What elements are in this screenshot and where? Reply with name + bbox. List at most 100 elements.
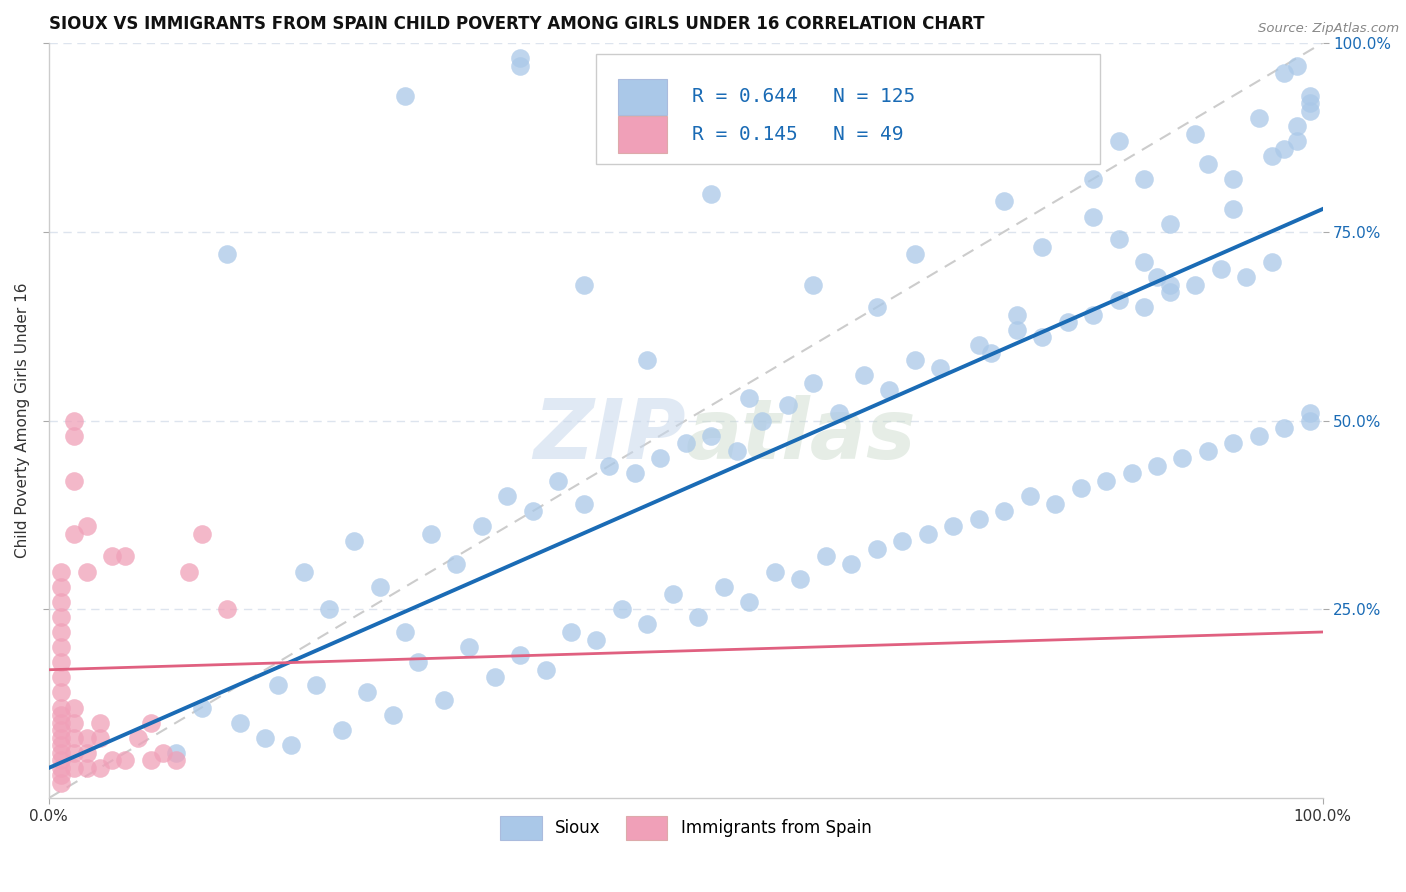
Point xyxy=(585,632,607,647)
Point xyxy=(917,526,939,541)
Point xyxy=(89,731,111,745)
Point xyxy=(1108,134,1130,148)
Point xyxy=(560,625,582,640)
Point xyxy=(1159,277,1181,292)
Point xyxy=(63,526,86,541)
Point xyxy=(356,685,378,699)
Point xyxy=(675,436,697,450)
Point xyxy=(484,670,506,684)
Point xyxy=(63,428,86,442)
Point xyxy=(76,519,98,533)
Point xyxy=(789,572,811,586)
Point xyxy=(217,602,239,616)
Point xyxy=(866,300,889,314)
Point xyxy=(713,580,735,594)
Text: Source: ZipAtlas.com: Source: ZipAtlas.com xyxy=(1258,22,1399,36)
Point xyxy=(177,565,200,579)
Point xyxy=(1299,406,1322,420)
Point xyxy=(63,474,86,488)
Point xyxy=(1247,112,1270,126)
Text: atlas: atlas xyxy=(686,395,917,476)
Point xyxy=(76,731,98,745)
Point xyxy=(738,391,761,405)
Point xyxy=(458,640,481,654)
Point xyxy=(51,700,73,714)
Point xyxy=(1108,293,1130,307)
Point xyxy=(776,398,799,412)
Point xyxy=(1286,58,1309,72)
Point xyxy=(280,739,302,753)
Point xyxy=(1299,88,1322,103)
Point xyxy=(751,413,773,427)
Point xyxy=(63,761,86,775)
Point xyxy=(394,625,416,640)
Point xyxy=(1184,277,1206,292)
Text: R = 0.145   N = 49: R = 0.145 N = 49 xyxy=(692,125,904,144)
Point xyxy=(1005,323,1028,337)
Point xyxy=(51,565,73,579)
Point xyxy=(700,428,723,442)
Point xyxy=(305,678,328,692)
Point xyxy=(1095,474,1118,488)
Point xyxy=(76,761,98,775)
Point xyxy=(318,602,340,616)
Point xyxy=(636,353,658,368)
Point xyxy=(63,700,86,714)
Point xyxy=(471,519,494,533)
Point xyxy=(853,368,876,383)
Point xyxy=(827,406,849,420)
Point xyxy=(51,580,73,594)
Point xyxy=(51,625,73,640)
Point xyxy=(904,353,927,368)
Point xyxy=(165,746,187,760)
Point xyxy=(1133,255,1156,269)
Point xyxy=(814,549,837,564)
Point xyxy=(1272,66,1295,80)
Point xyxy=(406,655,429,669)
Point xyxy=(51,655,73,669)
Point xyxy=(114,549,136,564)
Point xyxy=(598,458,620,473)
Point xyxy=(1272,421,1295,435)
Point xyxy=(127,731,149,745)
Point xyxy=(114,753,136,767)
Point xyxy=(891,534,914,549)
Point xyxy=(1299,413,1322,427)
Point xyxy=(381,708,404,723)
Point xyxy=(1133,300,1156,314)
Point xyxy=(1171,451,1194,466)
Point xyxy=(76,565,98,579)
Point xyxy=(534,663,557,677)
Point xyxy=(801,376,824,390)
Point xyxy=(610,602,633,616)
Legend: Sioux, Immigrants from Spain: Sioux, Immigrants from Spain xyxy=(494,810,877,847)
Point xyxy=(165,753,187,767)
Point xyxy=(51,746,73,760)
Point xyxy=(763,565,786,579)
Point xyxy=(1299,103,1322,118)
Point xyxy=(51,715,73,730)
Point xyxy=(101,549,124,564)
Point xyxy=(51,753,73,767)
Point xyxy=(509,648,531,662)
Point xyxy=(51,610,73,624)
Point xyxy=(522,504,544,518)
Point xyxy=(63,746,86,760)
Point xyxy=(1234,270,1257,285)
Point xyxy=(51,685,73,699)
Point xyxy=(51,640,73,654)
Point xyxy=(101,753,124,767)
Point xyxy=(51,768,73,782)
Point xyxy=(368,580,391,594)
Point xyxy=(139,753,162,767)
Point xyxy=(63,731,86,745)
Point xyxy=(1272,142,1295,156)
Point xyxy=(292,565,315,579)
Point xyxy=(446,557,468,571)
Point xyxy=(190,526,212,541)
Point xyxy=(1043,497,1066,511)
Point xyxy=(1286,119,1309,133)
Point xyxy=(572,277,595,292)
Point xyxy=(1299,96,1322,111)
Point xyxy=(51,708,73,723)
